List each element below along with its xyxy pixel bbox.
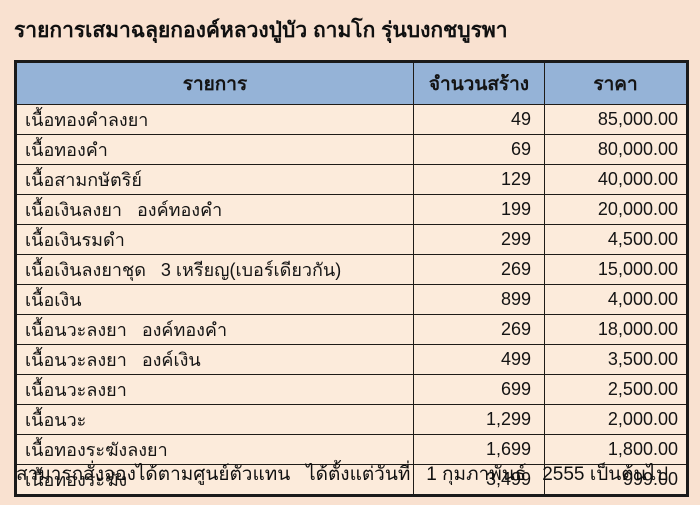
price-cell: 4,500.00 [544,224,688,255]
item-name-cell: เนื้อสามกษัตริย์ [15,164,414,195]
table-row: เนื้อทองคำ 69 80,000.00 [15,134,688,165]
quantity-cell: 269 [413,254,545,285]
column-header-price: ราคา [544,61,688,105]
item-name-cell: เนื้อเงินรมดำ [15,224,414,255]
item-name-cell: เนื้อเงินลงยา องค์ทองคำ [15,194,414,225]
quantity-cell: 699 [413,374,545,405]
item-name-cell: เนื้อนวะลงยา [15,374,414,405]
table-row: เนื้อเงิน 899 4,000.00 [15,284,688,315]
quantity-cell: 299 [413,224,545,255]
item-name-cell: เนื้อนวะลงยา องค์ทองคำ [15,314,414,345]
table-row: เนื้อนวะ 1,299 2,000.00 [15,404,688,435]
footer-note: สามารถสั่งจองได้ตามศูนย์ตัวแทน ได้ตั้งแต… [16,464,669,485]
table-row: เนื้อนวะลงยา องค์เงิน 499 3,500.00 [15,344,688,375]
header-row: รายการ จำนวนสร้าง ราคา [15,61,688,105]
column-header-item: รายการ [15,61,414,105]
table-row: เนื้อนวะลงยา องค์ทองคำ 269 18,000.00 [15,314,688,345]
quantity-cell: 899 [413,284,545,315]
page-title: รายการเสมาฉลุยกองค์หลวงปู่บัว ถามโก รุ่น… [14,19,508,42]
price-cell: 3,500.00 [544,344,688,375]
quantity-cell: 269 [413,314,545,345]
price-cell: 40,000.00 [544,164,688,195]
price-cell: 15,000.00 [544,254,688,285]
quantity-cell: 199 [413,194,545,225]
table-row: เนื้อทองระฆัง 3,499 999.00 [15,464,688,496]
table-header: รายการ จำนวนสร้าง ราคา [15,61,688,105]
item-name-cell: เนื้อทองคำลงยา [15,104,414,135]
item-name-cell: เนื้อเงินลงยาชุด 3 เหรียญ(เบอร์เดียวกัน) [15,254,414,285]
table-row: เนื้อทองระฆังลงยา 1,699 1,800.00 [15,434,688,465]
price-cell: 4,000.00 [544,284,688,315]
quantity-cell: 69 [413,134,545,165]
item-name-cell: เนื้อเงิน [15,284,414,315]
column-header-quantity: จำนวนสร้าง [413,61,545,105]
price-cell: 85,000.00 [544,104,688,135]
quantity-cell: 499 [413,344,545,375]
item-name-cell: เนื้อนวะ [15,404,414,435]
price-cell: 999.00 [544,464,688,496]
item-name-cell: เนื้อนวะลงยา องค์เงิน [15,344,414,375]
table-row: เนื้อเงินลงยา องค์ทองคำ 199 20,000.00 [15,194,688,225]
table-row: เนื้อทองคำลงยา 49 85,000.00 [15,104,688,135]
item-name-cell: เนื้อทองคำ [15,134,414,165]
price-cell: 80,000.00 [544,134,688,165]
price-cell: 18,000.00 [544,314,688,345]
table-body: เนื้อทองคำลงยา 49 85,000.00 เนื้อทองคำ 6… [15,104,688,496]
item-name-cell: เนื้อทองระฆังลงยา [15,434,414,465]
quantity-cell: 129 [413,164,545,195]
quantity-cell: 49 [413,104,545,135]
price-cell: 2,000.00 [544,404,688,435]
item-name-cell: เนื้อทองระฆัง [15,464,414,496]
price-list-table: รายการ จำนวนสร้าง ราคา เนื้อทองคำลงยา 49… [14,60,689,497]
table-row: เนื้อเงินรมดำ 299 4,500.00 [15,224,688,255]
price-cell: 20,000.00 [544,194,688,225]
quantity-cell: 3,499 [413,464,545,496]
price-cell: 2,500.00 [544,374,688,405]
table-row: เนื้อสามกษัตริย์ 129 40,000.00 [15,164,688,195]
table-row: เนื้อเงินลงยาชุด 3 เหรียญ(เบอร์เดียวกัน)… [15,254,688,285]
quantity-cell: 1,299 [413,404,545,435]
table-row: เนื้อนวะลงยา 699 2,500.00 [15,374,688,405]
